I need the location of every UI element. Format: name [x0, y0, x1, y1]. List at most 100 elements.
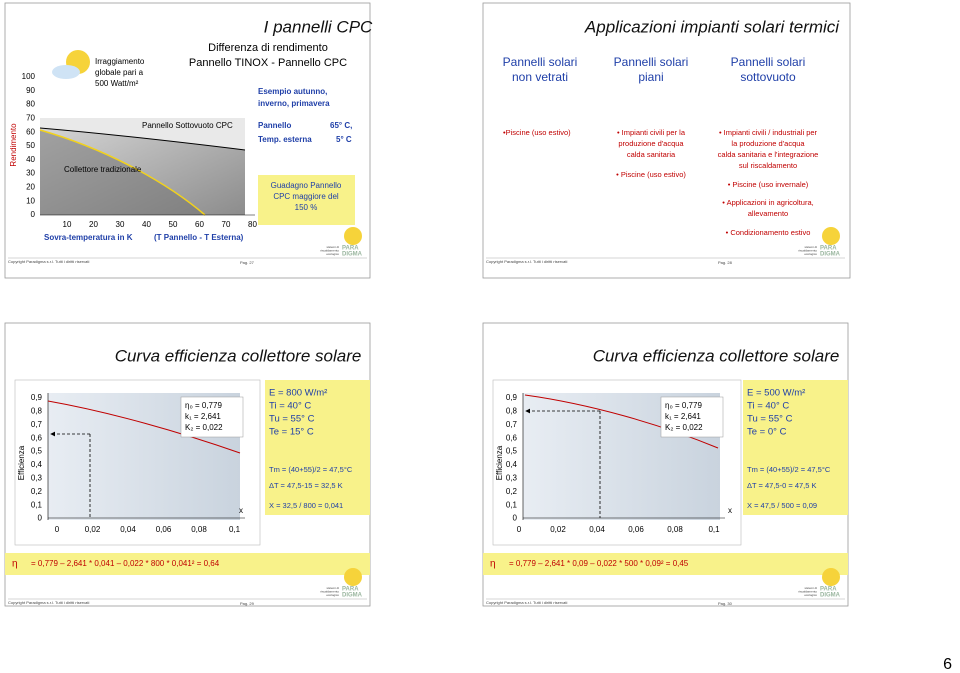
- logo-tagline: riscaldamento: [798, 589, 817, 593]
- slide-frame: [482, 2, 851, 279]
- highlight-box: [258, 175, 355, 225]
- y-axis-label: Efficienza: [495, 445, 504, 480]
- logo-sun: [822, 227, 840, 245]
- x-symbol: x: [728, 506, 732, 515]
- slide-title: Curva efficienza collettore solare: [593, 346, 840, 365]
- slide: Applicazioni impianti solari termici Pan…: [482, 2, 851, 279]
- slide-page: Pag. 29: [240, 601, 255, 606]
- x-tick-label: 0: [55, 525, 60, 534]
- x-tick-label: 0,1: [229, 525, 241, 534]
- y-tick-label: 0,2: [506, 487, 518, 496]
- curve-label: Pannello Sottovuoto CPC: [142, 121, 233, 130]
- column-item: • Piscine (uso estivo): [616, 170, 686, 179]
- formula: = 0,779 – 2,641 * 0,041 – 0,022 * 800 * …: [31, 559, 220, 568]
- slide-page: Pag. 27: [240, 260, 255, 265]
- slide: I pannelli CPC Differenza di rendimento …: [4, 2, 373, 279]
- condition-value: 65° C,: [330, 121, 352, 130]
- logo-sun: [344, 227, 362, 245]
- y-tick-label: 0,6: [506, 433, 518, 442]
- y-tick-label: 30: [26, 169, 35, 178]
- highlight-text: Guadagno Pannello: [271, 181, 342, 190]
- column-item: produzione d'acqua: [618, 139, 684, 148]
- copyright: Copyright Paradigma s.r.l. Tutti i dirit…: [8, 259, 89, 264]
- highlight-text: CPC maggiore del: [273, 192, 339, 201]
- copyright: Copyright Paradigma s.r.l. Tutti i dirit…: [486, 259, 567, 264]
- y-tick-label: 0: [38, 514, 43, 523]
- column-header: Pannelli solari: [503, 55, 578, 69]
- x-tick-label: 50: [169, 220, 178, 229]
- y-tick-label: 80: [26, 100, 35, 109]
- y-tick-label: 10: [26, 196, 35, 205]
- x-tick-label: 0,06: [628, 525, 644, 534]
- x-tick-label: 70: [222, 220, 231, 229]
- calc: X = 47,5 / 500 = 0,09: [747, 501, 817, 510]
- param: k₁ = 2,641: [665, 412, 701, 421]
- y-tick-label: 60: [26, 127, 35, 136]
- y-tick-label: 0,3: [506, 474, 518, 483]
- subtitle: Pannello TINOX - Pannello CPC: [189, 57, 347, 69]
- logo-tagline: riscaldamento: [320, 248, 339, 252]
- condition-label: Temp. esterna: [258, 135, 312, 144]
- logo-tagline: sistemi di: [326, 245, 339, 249]
- formula-symbol: η: [12, 559, 18, 570]
- condition: Tu = 55° C: [747, 414, 793, 425]
- x-tick-label: 0,04: [120, 525, 136, 534]
- x-tick-label: 0,1: [708, 525, 720, 534]
- column-header: sottovuoto: [740, 70, 796, 84]
- formula-symbol: η: [490, 559, 496, 570]
- x-tick-label: 80: [248, 220, 257, 229]
- y-tick-label: 100: [22, 72, 36, 81]
- x-tick-label: 0: [517, 525, 522, 534]
- calc: Tm = (40+55)/2 = 47,5°C: [269, 465, 353, 474]
- column-header: Pannelli solari: [614, 55, 689, 69]
- column-item: calda sanitaria: [627, 150, 676, 159]
- condition: E = 500 W/m²: [747, 388, 805, 399]
- x-tick-label: 30: [116, 220, 125, 229]
- x-axis-label: Sovra-temperatura in K: [44, 233, 133, 242]
- condition: Te = 15° C: [269, 427, 314, 438]
- y-tick-label: 0,2: [31, 487, 43, 496]
- logo-tagline: sistemi di: [326, 586, 339, 590]
- logo-tagline: ecologico: [326, 593, 339, 597]
- y-axis-label: Rendimento: [9, 123, 18, 167]
- y-tick-label: 70: [26, 114, 35, 123]
- x-tick-label: 10: [63, 220, 72, 229]
- calc: X = 32,5 / 800 = 0,041: [269, 501, 343, 510]
- conditions-box: [743, 380, 848, 515]
- calc: ΔT = 47,5-15 = 32,5 K: [269, 481, 343, 490]
- traditional-area: [40, 130, 205, 215]
- y-tick-label: 0: [513, 514, 518, 523]
- x-tick-label: 0,08: [191, 525, 207, 534]
- condition: Ti = 40° C: [747, 401, 789, 412]
- condition-value: 5° C: [336, 135, 352, 144]
- param: k₁ = 2,641: [185, 412, 221, 421]
- logo-text: DIGMA: [820, 593, 841, 599]
- x-ticks: 10 20 30 40 50 60 70 80: [63, 220, 258, 229]
- logo-tagline: sistemi di: [804, 245, 817, 249]
- y-tick-label: 0: [31, 210, 36, 219]
- condition: Te = 0° C: [747, 427, 787, 438]
- column-header: piani: [638, 70, 663, 84]
- copyright: Copyright Paradigma s.r.l. Tutti i dirit…: [486, 600, 567, 605]
- cloud-icon: [52, 65, 80, 79]
- logo-tagline: riscaldamento: [320, 589, 339, 593]
- y-tick-label: 0,8: [31, 407, 43, 416]
- param: K₂ = 0,022: [185, 423, 223, 432]
- params-box: [660, 396, 724, 438]
- y-tick-label: 0,5: [506, 447, 518, 456]
- column-item: • Condizionamento estivo: [726, 228, 811, 237]
- condition: Ti = 40° C: [269, 401, 311, 412]
- x-tick-label: 0,04: [589, 525, 605, 534]
- logo-sun: [822, 568, 840, 586]
- highlight-text: 150 %: [295, 203, 318, 212]
- note: Esempio autunno,: [258, 87, 327, 96]
- condition-label: Pannello: [258, 121, 291, 130]
- y-tick-label: 0,7: [506, 420, 518, 429]
- curve-label: Collettore tradizionale: [64, 165, 142, 174]
- chart-band: [40, 118, 245, 150]
- column-item: allevamento: [748, 209, 788, 218]
- x-tick-label: 0,02: [85, 525, 101, 534]
- logo-text: DIGMA: [342, 252, 363, 258]
